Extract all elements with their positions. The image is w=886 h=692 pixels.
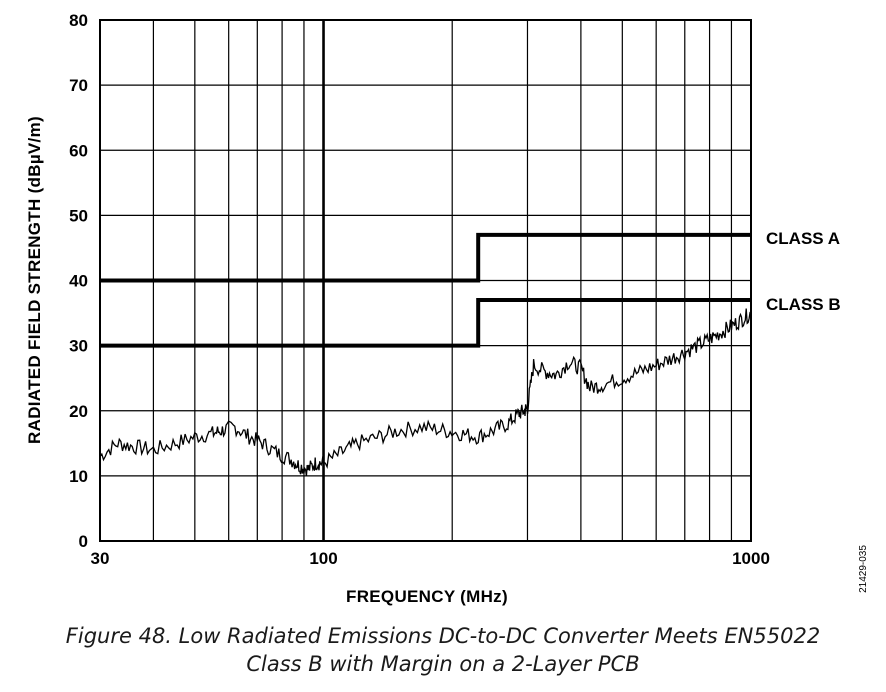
class-b-label: CLASS B bbox=[766, 295, 841, 314]
x-tick-label: 1000 bbox=[732, 549, 770, 568]
series bbox=[99, 232, 752, 477]
y-tick-label: 10 bbox=[69, 467, 88, 486]
figure-id: 21429-035 bbox=[858, 545, 869, 593]
y-axis-title: RADIATED FIELD STRENGTH (dBµV/m) bbox=[25, 116, 44, 444]
x-axis-ticks: 30 100 1000 bbox=[91, 549, 770, 568]
x-tick-label: 30 bbox=[91, 549, 110, 568]
emissions-trace bbox=[99, 308, 752, 477]
caption-line-1: Figure 48. Low Radiated Emissions DC-to-… bbox=[65, 624, 821, 648]
y-tick-label: 30 bbox=[69, 337, 88, 356]
y-tick-label: 0 bbox=[79, 532, 88, 551]
class-b-limit-line bbox=[100, 298, 751, 348]
y-tick-label: 80 bbox=[69, 11, 88, 30]
x-axis-title: FREQUENCY (MHz) bbox=[346, 587, 508, 606]
y-axis-ticks: 0 10 20 30 40 50 60 70 80 bbox=[69, 11, 88, 551]
y-tick-label: 40 bbox=[69, 272, 88, 291]
y-tick-label: 70 bbox=[69, 76, 88, 95]
plot-frame bbox=[99, 19, 752, 542]
class-a-limit-line bbox=[100, 232, 751, 283]
y-tick-label: 20 bbox=[69, 402, 88, 421]
y-tick-label: 60 bbox=[69, 141, 88, 160]
class-a-label: CLASS A bbox=[766, 229, 840, 248]
caption-line-2: Class B with Margin on a 2-Layer PCB bbox=[246, 652, 640, 676]
y-tick-label: 50 bbox=[69, 206, 88, 225]
x-tick-label: 100 bbox=[309, 549, 337, 568]
figure-caption: Figure 48. Low Radiated Emissions DC-to-… bbox=[0, 622, 886, 678]
emissions-chart: 30 100 1000 0 10 20 30 40 50 60 70 80 FREQUENCY (M… bbox=[25, 11, 869, 606]
